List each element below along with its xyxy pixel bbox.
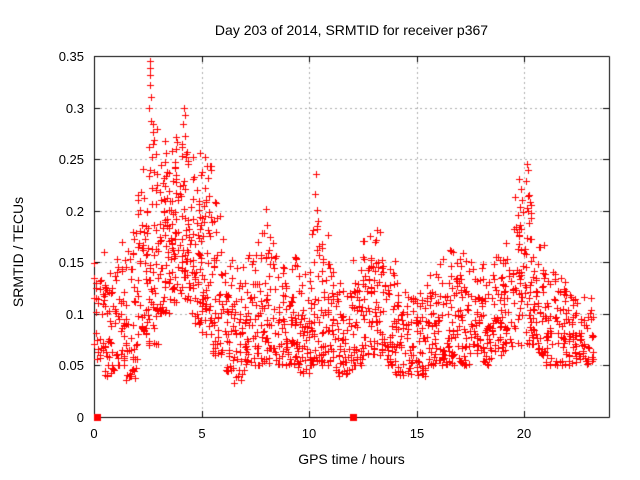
y-tick-label: 0: [76, 410, 84, 425]
x-tick-label: 15: [409, 426, 425, 441]
y-tick-label: 0.1: [65, 307, 84, 322]
x-tick-label: 0: [90, 426, 98, 441]
y-tick-label: 0.3: [65, 101, 84, 116]
y-axis-label: SRMTID / TECUs: [10, 196, 26, 308]
chart-title: Day 203 of 2014, SRMTID for receiver p36…: [214, 22, 489, 38]
x-tick-label: 10: [301, 426, 317, 441]
y-tick-label: 0.05: [58, 358, 84, 373]
y-tick-label: 0.15: [58, 255, 84, 270]
y-tick-label: 0.35: [58, 49, 84, 64]
x-axis-label: GPS time / hours: [298, 451, 405, 467]
x-tick-label: 20: [516, 426, 532, 441]
y-tick-label: 0.2: [65, 204, 84, 219]
y-tick-label: 0.25: [58, 152, 84, 167]
x-tick-label: 5: [198, 426, 206, 441]
